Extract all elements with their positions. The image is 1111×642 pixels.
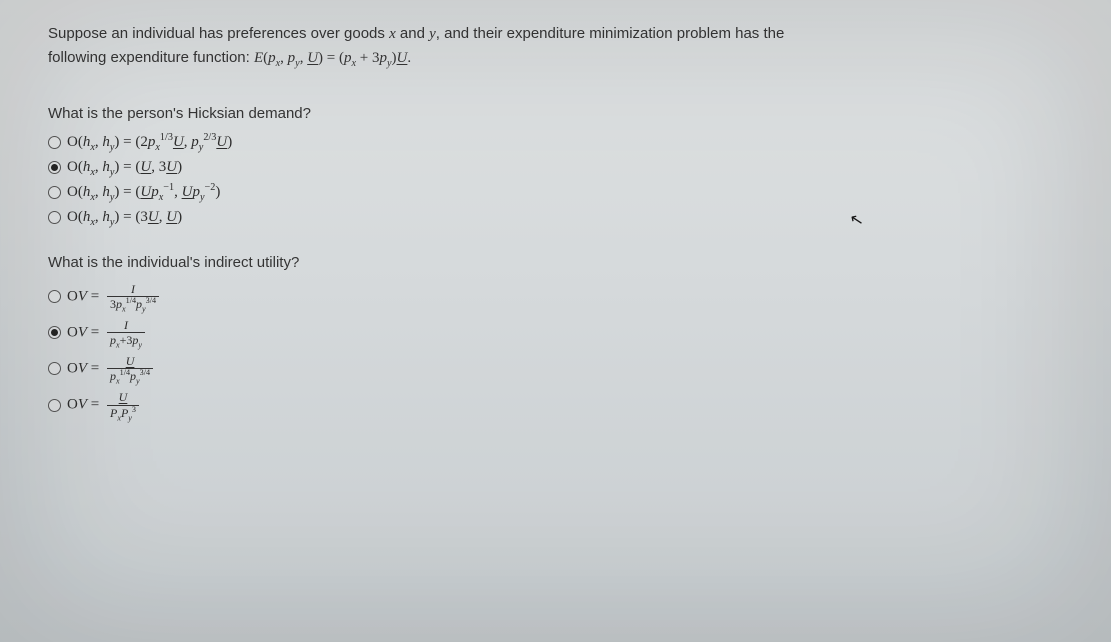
intro-paragraph: Suppose an individual has preferences ov… xyxy=(48,22,1063,71)
q1-option-c[interactable]: O(hx, hy) = (Upx−1, Upy−2) xyxy=(48,184,1063,201)
q2-option-b[interactable]: OV = I px+3py xyxy=(48,319,1063,347)
option-label: O(hx, hy) = (Upx−1, Upy−2) xyxy=(67,184,220,201)
intro-text: following expenditure function: xyxy=(48,49,254,66)
expenditure-function: E(px, py, U) = (px + 3py)U. xyxy=(254,50,411,66)
radio-icon[interactable] xyxy=(48,186,61,199)
q1-option-d[interactable]: O(hx, hy) = (3U, U) xyxy=(48,209,1063,226)
q1-prompt: What is the person's Hicksian demand? xyxy=(48,105,1063,122)
radio-icon[interactable] xyxy=(48,136,61,149)
option-label: O(hx, hy) = (2px1/3U, py2/3U) xyxy=(67,134,232,151)
option-label: O(hx, hy) = (U, 3U) xyxy=(67,159,182,176)
intro-text: , and their expenditure minimization pro… xyxy=(436,25,785,42)
option-label: OV = I px+3py xyxy=(67,319,145,347)
radio-icon[interactable] xyxy=(48,399,61,412)
q1-option-a[interactable]: O(hx, hy) = (2px1/3U, py2/3U) xyxy=(48,134,1063,151)
fraction: I px+3py xyxy=(107,319,145,347)
q1-options: O(hx, hy) = (2px1/3U, py2/3U) O(hx, hy) … xyxy=(48,134,1063,226)
var-y: y xyxy=(429,26,436,42)
radio-icon[interactable] xyxy=(48,326,61,339)
q2-option-c[interactable]: OV = U px1/4py3/4 xyxy=(48,355,1063,383)
q2-prompt: What is the individual's indirect utilit… xyxy=(48,254,1063,271)
fraction: U PxPy3 xyxy=(107,391,139,419)
q2-options: OV = I 3px1/4py3/4 OV = I px+3py OV = xyxy=(48,283,1063,420)
option-label: OV = U PxPy3 xyxy=(67,391,139,419)
radio-icon[interactable] xyxy=(48,362,61,375)
intro-text: Suppose an individual has preferences ov… xyxy=(48,25,389,42)
q2-option-a[interactable]: OV = I 3px1/4py3/4 xyxy=(48,283,1063,311)
question-panel: Suppose an individual has preferences ov… xyxy=(0,0,1111,642)
intro-text: and xyxy=(396,25,429,42)
radio-icon[interactable] xyxy=(48,290,61,303)
option-label: OV = I 3px1/4py3/4 xyxy=(67,283,159,311)
fraction: I 3px1/4py3/4 xyxy=(107,283,159,311)
fraction: U px1/4py3/4 xyxy=(107,355,153,383)
var-x: x xyxy=(389,26,396,42)
radio-icon[interactable] xyxy=(48,161,61,174)
q2-option-d[interactable]: OV = U PxPy3 xyxy=(48,391,1063,419)
q1-option-b[interactable]: O(hx, hy) = (U, 3U) xyxy=(48,159,1063,176)
radio-icon[interactable] xyxy=(48,211,61,224)
option-label: O(hx, hy) = (3U, U) xyxy=(67,209,182,226)
option-label: OV = U px1/4py3/4 xyxy=(67,355,153,383)
